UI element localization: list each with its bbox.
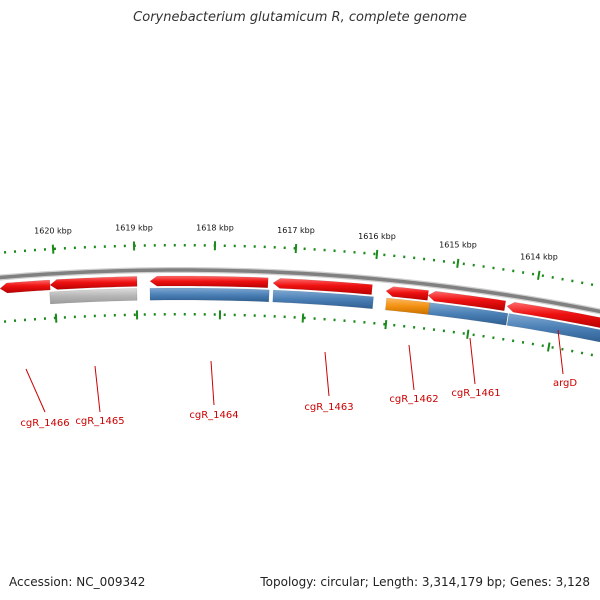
leader-line [324,351,330,397]
gene-label[interactable]: cgR_1461 [451,388,500,399]
gene-label[interactable]: cgR_1466 [20,418,69,429]
leader-line [408,344,415,391]
major-tick [537,270,541,280]
leader-line [210,360,215,406]
cds-bar[interactable] [428,302,509,326]
major-tick [456,258,460,268]
accession-label: Accession: NC_009342 [9,575,146,589]
major-tick [51,244,55,254]
outer-scale-ticks [3,241,594,287]
gene-track[interactable] [0,275,600,343]
gene-label[interactable]: cgR_1463 [304,402,353,413]
leader-line [94,365,101,413]
gene-label[interactable]: cgR_1464 [189,410,238,421]
gene-label[interactable]: cgR_1462 [389,394,438,405]
scale-label: 1618 kbp [196,223,234,232]
gene-labels: cgR_1466 cgR_1465 cgR_1464 cgR_1463 cgR_1462… [20,378,577,429]
major-tick [54,313,58,323]
leader-line [25,368,46,413]
gene-arrow[interactable] [506,302,600,328]
gene-label[interactable]: argD [553,378,577,389]
major-tick [466,329,470,339]
cds-bar[interactable] [149,287,270,303]
gene-label-leaders [25,329,564,413]
scale-label: 1620 kbp [34,227,72,236]
major-tick [301,313,305,323]
inner-scale-ticks [3,310,594,357]
gene-arrow[interactable] [272,278,373,295]
major-tick [375,249,379,260]
major-tick [384,320,388,330]
genome-title: Corynebacterium glutamicum R, complete g… [133,10,467,25]
leader-line [469,337,476,385]
rna-bar[interactable] [385,297,430,315]
gene-arrow[interactable] [0,279,51,294]
gene-arrow[interactable] [385,286,429,301]
cds-bar[interactable] [272,289,374,310]
scale-label: 1616 kbp [358,232,396,241]
gene-arrow[interactable] [49,276,138,290]
scale-label: 1617 kbp [277,226,315,235]
genome-backbone [0,266,600,315]
major-tick [546,342,551,352]
scale-label: 1615 kbp [439,241,477,250]
scale-labels: 1620 kbp 1619 kbp 1618 kbp 1617 kbp 1616 kbp… [34,223,558,261]
pseudogene-bar[interactable] [49,288,138,305]
scale-label: 1614 kbp [520,253,558,262]
cds-bar[interactable] [506,313,600,343]
leader-line [557,329,564,375]
genome-summary: Topology: circular; Length: 3,314,179 bp… [260,575,590,589]
gene-label[interactable]: cgR_1465 [75,416,124,427]
gene-arrow[interactable] [149,275,269,289]
scale-label: 1619 kbp [115,223,153,232]
gene-arrow[interactable] [427,291,507,312]
